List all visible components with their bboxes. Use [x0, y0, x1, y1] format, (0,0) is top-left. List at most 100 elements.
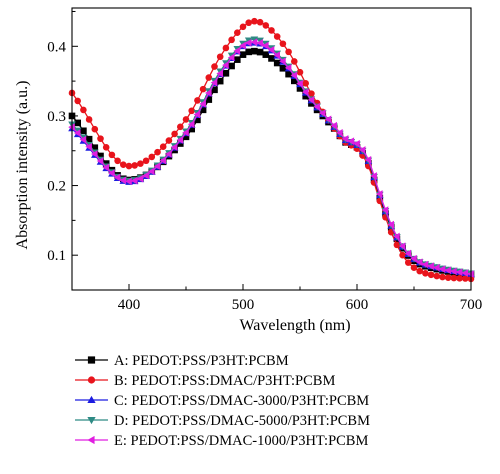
data-point: [273, 59, 281, 67]
data-point: [216, 53, 224, 61]
data-point: [187, 120, 195, 129]
data-point: [268, 55, 275, 62]
data-point: [165, 150, 172, 158]
data-point: [245, 48, 252, 56]
data-point: [165, 137, 173, 144]
data-point: [171, 130, 178, 138]
data-point: [455, 268, 463, 276]
data-point: [85, 135, 93, 143]
legend-marker: [87, 395, 96, 404]
data-point: [176, 136, 184, 144]
data-point: [427, 262, 434, 270]
data-point: [250, 36, 259, 44]
data-point: [85, 142, 92, 151]
legend: A: PEDOT:PSS/P3HT:PCBM B: PEDOT:PSS:DMAC/…: [75, 353, 370, 449]
data-point: [439, 273, 446, 281]
y-tick-label: 0.4: [47, 39, 66, 55]
data-point: [433, 263, 440, 272]
data-point: [262, 51, 270, 58]
axes-layer: 400 500 600 700 0.1 0.2 0.3 0.4: [47, 7, 483, 313]
data-point: [188, 107, 195, 115]
data-point: [182, 116, 190, 123]
data-point: [307, 96, 315, 104]
y-tick-label: 0.3: [47, 109, 66, 125]
data-point: [73, 129, 81, 137]
data-point: [341, 135, 349, 143]
data-point: [211, 86, 218, 94]
data-point: [262, 22, 270, 29]
data-point: [170, 143, 178, 151]
data-point: [284, 64, 292, 72]
series-c: [68, 39, 475, 277]
data-point: [199, 85, 207, 93]
data-point: [239, 23, 247, 31]
data-point: [438, 265, 446, 273]
data-point: [330, 121, 338, 130]
data-point: [296, 68, 304, 76]
data-point: [216, 69, 224, 78]
data-point: [245, 19, 252, 27]
data-point: [405, 259, 412, 266]
data-point: [228, 36, 235, 44]
data-point: [302, 80, 310, 87]
data-point: [120, 161, 127, 168]
data-point: [85, 116, 93, 123]
data-point: [125, 162, 133, 170]
data-point: [268, 27, 275, 34]
data-point: [279, 64, 287, 72]
data-point: [177, 140, 184, 147]
series-line: [71, 38, 472, 274]
data-point: [433, 272, 441, 280]
data-point: [313, 102, 320, 111]
data-point: [159, 156, 167, 165]
data-point: [125, 177, 132, 186]
data-point: [290, 71, 298, 80]
y-axis-label: Absorption intensity (a.u.): [14, 81, 31, 250]
legend-marker: [87, 435, 95, 445]
data-point: [387, 220, 395, 229]
data-point: [239, 51, 247, 58]
data-point: [114, 157, 121, 165]
data-point: [142, 157, 150, 165]
plot-frame: [71, 7, 472, 291]
series-layer: [68, 17, 475, 283]
data-point: [319, 109, 326, 117]
data-point: [244, 38, 252, 47]
data-point: [74, 97, 81, 105]
data-point: [222, 69, 230, 77]
series-line: [71, 42, 472, 275]
data-point: [427, 271, 435, 279]
data-point: [410, 264, 418, 272]
series-d: [68, 36, 475, 278]
x-axis-label: Wavelength (nm): [239, 317, 350, 334]
data-point: [194, 116, 201, 124]
data-point: [142, 171, 149, 180]
x-tick-label: 600: [346, 297, 369, 313]
data-point: [376, 190, 383, 198]
data-point: [450, 267, 457, 276]
data-point: [393, 241, 401, 249]
x-tick-label: 700: [460, 297, 483, 313]
data-point: [393, 232, 400, 241]
data-point: [91, 150, 98, 158]
data-point: [324, 115, 332, 124]
data-point: [216, 77, 224, 85]
data-point: [285, 70, 292, 78]
data-point: [262, 41, 269, 50]
data-point: [296, 85, 304, 92]
data-point: [148, 167, 155, 176]
data-point: [222, 61, 229, 69]
data-point: [79, 135, 87, 144]
data-point: [462, 275, 469, 282]
series-e: [68, 38, 474, 278]
legend-entry-a: A: PEDOT:PSS/P3HT:PCBM: [75, 353, 289, 369]
data-point: [210, 78, 218, 87]
data-point: [410, 254, 417, 263]
data-point: [302, 92, 309, 100]
data-point: [119, 176, 127, 185]
data-point: [222, 44, 230, 52]
data-point: [193, 110, 201, 119]
legend-entry-b: B: PEDOT:PSS:DMAC/P3HT:PCBM: [75, 373, 335, 389]
data-point: [256, 18, 264, 26]
legend-entry-e: E: PEDOT:PSS/DMAC-1000/P3HT:PCBM: [75, 433, 368, 449]
